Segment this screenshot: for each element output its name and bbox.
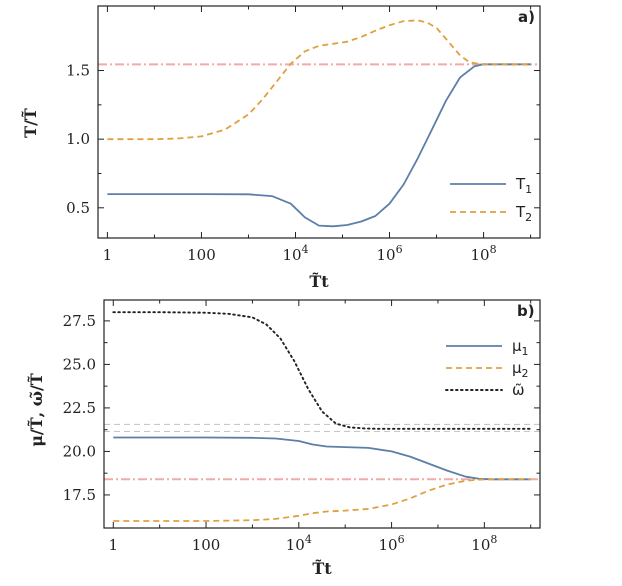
y-tick-label: 22.5 xyxy=(63,399,96,417)
series-line-ω̃ xyxy=(112,311,532,430)
legend-label: μ2 xyxy=(512,359,529,380)
legend-label: T1 xyxy=(515,175,532,196)
y-tick-label: 25.0 xyxy=(63,355,96,373)
legend-label: μ1 xyxy=(512,337,529,358)
y-tick-label: 1.0 xyxy=(66,130,90,148)
x-axis-label: T̃t xyxy=(309,272,329,291)
x-tick-label: 104 xyxy=(286,533,312,554)
y-tick-label: 17.5 xyxy=(63,486,96,504)
series-line-T1 xyxy=(107,63,531,228)
panel-label: b) xyxy=(517,302,535,320)
x-tick-label: 106 xyxy=(379,533,405,554)
x-tick-label: 100 xyxy=(192,536,221,554)
plot-area xyxy=(104,311,540,522)
legend-label: ω̃ xyxy=(512,381,525,399)
x-tick-label: 104 xyxy=(282,243,308,264)
plot-frame xyxy=(103,299,541,529)
x-tick-label: 108 xyxy=(471,533,497,554)
y-tick-label: 0.5 xyxy=(66,199,90,217)
x-axis-label: T̃t xyxy=(312,559,332,578)
series-line-T2 xyxy=(107,19,531,141)
x-tick-label: 1 xyxy=(103,246,113,264)
panel-1: 1 100 104 106 108 17.5 20.0 22.5 25.0 27.5 T̃t μ/T̃… xyxy=(27,299,541,578)
x-tick-label: 108 xyxy=(471,243,497,264)
y-axis-label: T/T̃ xyxy=(21,108,40,138)
x-tick-label: 1 xyxy=(109,536,119,554)
y-tick-label: 1.5 xyxy=(66,62,90,80)
series-line-μ2 xyxy=(113,478,531,522)
panel-label: a) xyxy=(518,8,535,26)
y-tick-label: 27.5 xyxy=(63,312,96,330)
plot-area xyxy=(98,19,540,228)
x-tick-label: 100 xyxy=(187,246,216,264)
y-tick-label: 20.0 xyxy=(63,442,96,460)
plot-frame xyxy=(97,5,541,239)
legend-label: T2 xyxy=(515,203,532,224)
series-line-μ1 xyxy=(113,436,531,481)
x-tick-label: 106 xyxy=(376,243,402,264)
y-axis-label: μ/T̃, ω̃/T̃ xyxy=(27,373,46,447)
